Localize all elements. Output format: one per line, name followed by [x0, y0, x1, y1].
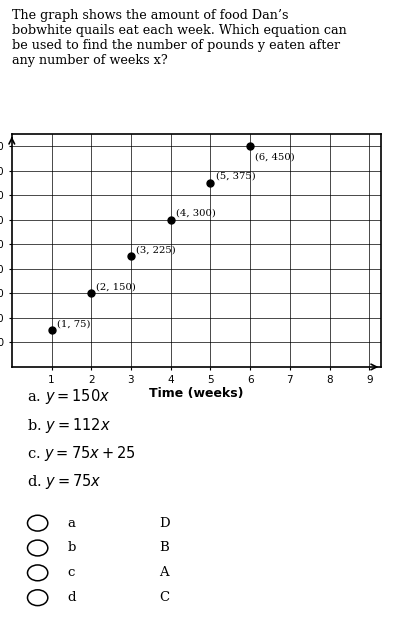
Text: a: a: [67, 517, 75, 530]
Text: B: B: [160, 542, 169, 554]
Text: d. $y = 75x$: d. $y = 75x$: [27, 472, 101, 491]
Text: A: A: [160, 567, 169, 579]
Text: (4, 300): (4, 300): [176, 209, 216, 218]
Text: (2, 150): (2, 150): [96, 282, 136, 291]
Text: a. $y = 150x$: a. $y = 150x$: [27, 388, 110, 406]
Text: b. $y = 112x$: b. $y = 112x$: [27, 415, 110, 435]
Text: (1, 75): (1, 75): [57, 319, 90, 328]
Text: c: c: [67, 567, 75, 579]
Text: C: C: [160, 591, 170, 604]
Text: b: b: [67, 542, 75, 554]
Text: (5, 375): (5, 375): [216, 172, 255, 181]
Text: d: d: [67, 591, 76, 604]
Text: The graph shows the amount of food Dan’s
bobwhite quails eat each week. Which eq: The graph shows the amount of food Dan’s…: [12, 9, 347, 67]
Text: (3, 225): (3, 225): [136, 246, 176, 254]
X-axis label: Time (weeks): Time (weeks): [149, 388, 244, 401]
Text: D: D: [160, 517, 170, 530]
Text: c. $y = 75x + 25$: c. $y = 75x + 25$: [27, 444, 135, 463]
Text: (6, 450): (6, 450): [255, 153, 295, 162]
